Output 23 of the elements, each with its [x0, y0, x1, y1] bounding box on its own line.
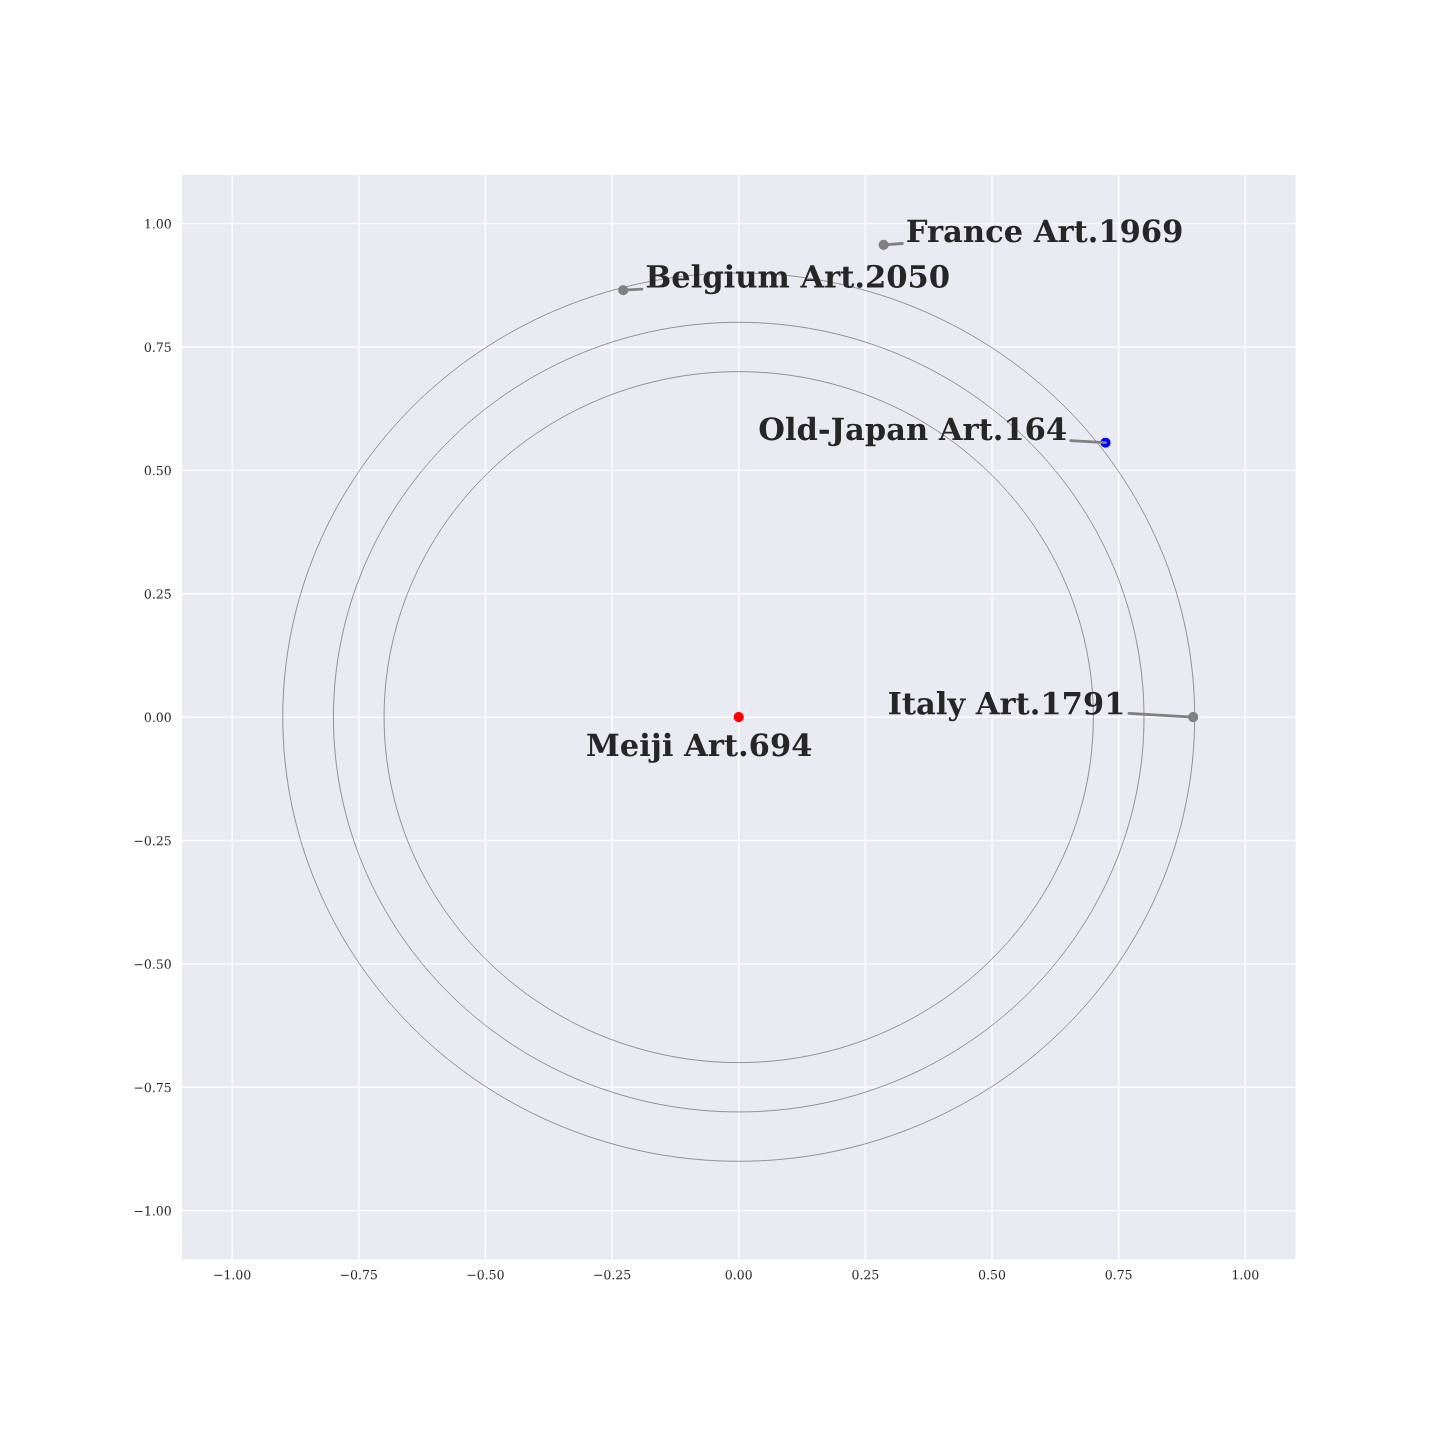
y-tick-label: −0.75 [134, 1082, 171, 1093]
x-tick-label: −1.00 [214, 1269, 251, 1280]
annotation: Belgium Art.2050 [646, 264, 949, 295]
annotation: Meiji Art.694 [587, 732, 812, 763]
y-tick-label: 0.75 [144, 342, 171, 352]
annotation: Old-Japan Art.164 [759, 416, 1066, 447]
x-tick-label: −0.25 [594, 1269, 631, 1280]
y-tick-label: 0.50 [144, 465, 171, 476]
x-tick-label: 0.75 [1105, 1269, 1132, 1280]
x-tick-label: 1.00 [1232, 1269, 1259, 1280]
annotation: France Art.1969 [907, 219, 1182, 243]
x-tick-label: 0.50 [978, 1269, 1006, 1280]
y-tick-label: −1.00 [134, 1206, 171, 1216]
x-tick-label: −0.50 [467, 1269, 504, 1280]
y-tick-label: 1.00 [145, 219, 171, 229]
y-tick-label: 0.00 [144, 712, 171, 723]
x-tick-label: −0.75 [340, 1269, 377, 1280]
y-tick-label: −0.25 [134, 835, 171, 846]
x-tick-label: 0.25 [852, 1269, 879, 1280]
y-tick-label: 0.25 [144, 589, 171, 599]
annotation: Italy Art.1791 [889, 691, 1123, 722]
y-tick-label: −0.50 [134, 959, 171, 969]
x-tick-label: 0.00 [725, 1269, 752, 1280]
